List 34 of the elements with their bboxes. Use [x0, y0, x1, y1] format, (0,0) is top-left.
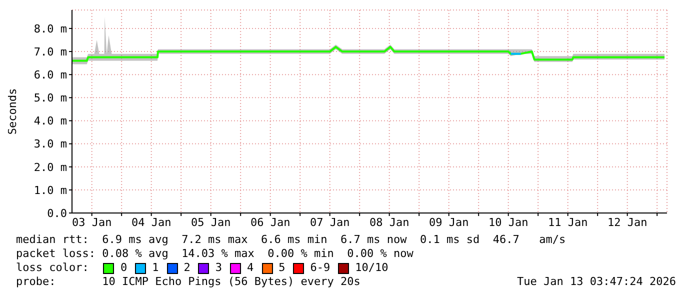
legend-label: 5: [278, 261, 286, 275]
x-tick-label: 06 Jan: [250, 216, 290, 229]
y-tick-label: 8.0 m: [34, 22, 68, 36]
y-tick-label: 2.0 m: [34, 160, 68, 174]
line-series: [72, 46, 666, 62]
x-tick-label: 12 Jan: [607, 216, 648, 229]
x-tick-label: 04 Jan: [131, 216, 172, 229]
legend-label: 1: [152, 261, 159, 275]
legend-title: loss color:: [16, 261, 90, 275]
x-tick-label: 10 Jan: [488, 216, 528, 229]
x-tick-label: 03 Jan: [72, 216, 112, 229]
x-tick-label: 09 Jan: [428, 216, 469, 229]
text: packet loss: 0.08 % avg 14.03 % max 0.00 % min 0.00 % now: [16, 247, 414, 261]
y-tick-label: 4.0 m: [34, 114, 68, 128]
x-tick-label: 11 Jan: [548, 216, 588, 229]
x-tick-label: 07 Jan: [310, 216, 350, 229]
legend-label: 4: [246, 261, 254, 275]
y-tick-label: 3.0 m: [34, 138, 68, 151]
y-tick-label: 5.0 m: [34, 92, 68, 105]
y-tick-label: 1.0 m: [34, 184, 68, 197]
legend-label: 2: [184, 261, 190, 275]
legend-label: 3: [215, 261, 222, 275]
y-tick-label: 6.0 m: [34, 68, 68, 82]
x-tick-label: 08 Jan: [369, 216, 410, 229]
text: median rtt: 6.9 ms avg 7.2 ms max 6.6 ms min 6.7 ms now 0.1 ms sd 46.7 am/s: [16, 233, 567, 247]
text: Tue Jan 13 03:47:24 2026: [517, 275, 676, 289]
legend-label: 10/10: [355, 261, 388, 275]
text: probe: 10 ICMP Echo Pings (56 Bytes) every 20s: [16, 275, 360, 289]
y-tick-label: 7.0 m: [34, 45, 68, 58]
y-tick-label: 0.0: [47, 206, 67, 220]
legend-label: 0: [120, 261, 128, 275]
y-axis-title: Seconds: [6, 88, 19, 135]
legend-label: 6-9: [310, 261, 330, 275]
x-tick-label: 05 Jan: [190, 216, 231, 229]
